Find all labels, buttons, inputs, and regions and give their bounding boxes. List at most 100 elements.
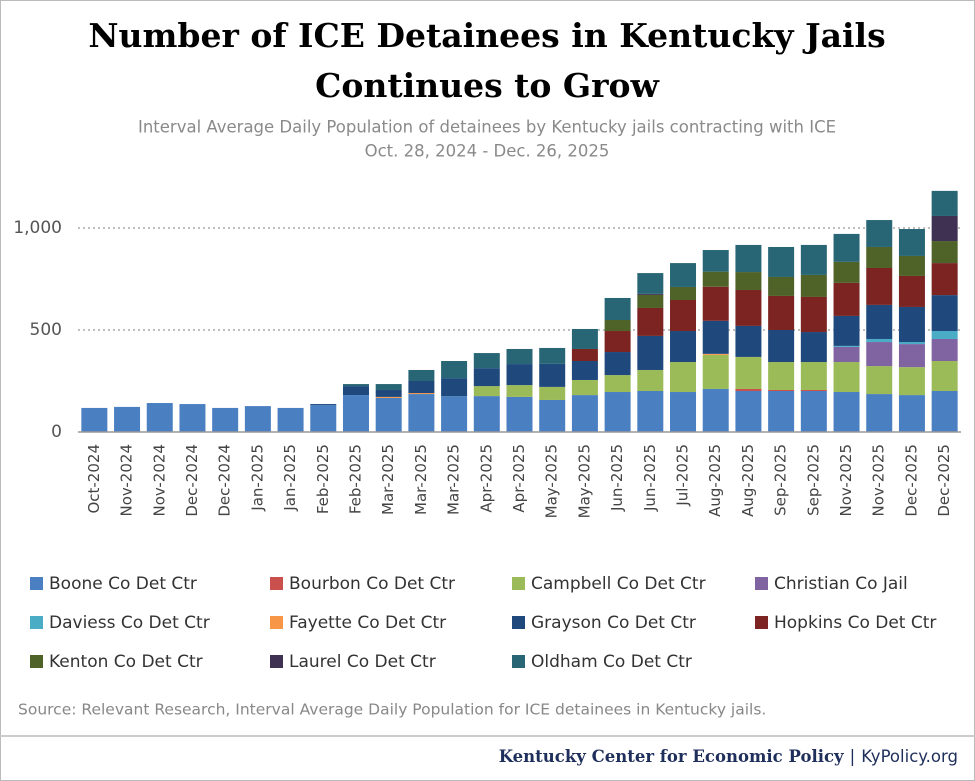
- bar-segment: [833, 282, 860, 316]
- chart-title: Continues to Grow: [315, 66, 660, 105]
- bar-segment: [898, 229, 925, 256]
- legend-label: Daviess Co Det Ctr: [49, 613, 210, 633]
- bar-segment: [735, 388, 762, 391]
- bar-segment: [768, 362, 795, 390]
- bar-segment: [833, 261, 860, 283]
- bar-segment: [898, 344, 925, 368]
- legend-swatch: [512, 577, 525, 590]
- bar-segment: [408, 394, 435, 432]
- bar-segment: [375, 397, 402, 432]
- bar-segment: [571, 395, 598, 432]
- legend-label: Hopkins Co Det Ctr: [774, 613, 936, 633]
- bar-segment: [114, 406, 141, 432]
- bar-segment: [604, 331, 631, 353]
- bar-segment: [800, 389, 827, 391]
- bar-segment: [931, 215, 958, 242]
- bar-segment: [277, 407, 304, 432]
- y-tick-label: 1,000: [13, 218, 62, 238]
- x-tick-label: Oct-2024: [85, 444, 103, 514]
- legend-swatch: [755, 577, 768, 590]
- legend-label: Bourbon Co Det Ctr: [289, 574, 455, 594]
- bar-segment: [244, 406, 271, 432]
- x-tick-label: Apr-2025: [477, 444, 495, 513]
- x-tick-label: Jun-2025: [608, 444, 626, 512]
- x-tick-label: Feb-2025: [346, 444, 364, 514]
- x-tick-label: Dec-2025: [935, 444, 953, 517]
- bar-segment: [212, 407, 239, 432]
- bar-segment: [931, 241, 958, 264]
- bar-segment: [146, 403, 173, 432]
- bar-segment: [310, 404, 337, 406]
- bar-segment: [866, 342, 893, 367]
- bar-segment: [702, 250, 729, 272]
- bar-segment: [800, 274, 827, 297]
- legend-swatch: [30, 577, 43, 590]
- bar-segment: [833, 315, 860, 346]
- legend-label: Grayson Co Det Ctr: [531, 613, 696, 633]
- legend-label: Boone Co Det Ctr: [49, 574, 197, 594]
- bar-segment: [670, 331, 697, 363]
- bar-segment: [408, 393, 435, 395]
- bar-segment: [898, 255, 925, 276]
- x-tick-label: Nov-2024: [150, 444, 168, 516]
- bar-segment: [670, 263, 697, 287]
- legend-swatch: [270, 655, 283, 668]
- chart-title: Number of ICE Detainees in Kentucky Jail…: [88, 16, 885, 55]
- bar-segment: [800, 362, 827, 390]
- bar-segment: [539, 399, 566, 432]
- bar-segment: [408, 369, 435, 381]
- bar-segment: [539, 363, 566, 387]
- x-tick-label: Nov-2024: [118, 444, 136, 516]
- subtitle: Oct. 28, 2024 - Dec. 26, 2025: [365, 142, 610, 161]
- bar-segment: [735, 356, 762, 389]
- x-tick-label: Nov-2025: [837, 444, 855, 516]
- bar-segment: [702, 388, 729, 432]
- x-tick-label: Dec-2025: [902, 444, 920, 517]
- bar-segment: [604, 297, 631, 321]
- bar-segment: [375, 384, 402, 390]
- bar-segment: [768, 246, 795, 277]
- x-tick-label: Jun-2025: [641, 444, 659, 512]
- x-tick-label: Jul-2025: [674, 444, 692, 507]
- bar-segment: [866, 394, 893, 432]
- bar-segment: [931, 338, 958, 362]
- bar-segment: [604, 392, 631, 432]
- bar-segment: [833, 392, 860, 432]
- bar-segment: [800, 296, 827, 333]
- bar-segment: [800, 244, 827, 275]
- legend-label: Laurel Co Det Ctr: [289, 652, 436, 672]
- legend-label: Campbell Co Det Ctr: [531, 574, 706, 594]
- bar-segment: [866, 366, 893, 395]
- x-tick-label: Jan-2025: [248, 444, 266, 512]
- x-tick-label: Dec-2024: [183, 444, 201, 517]
- footer-site: KyPolicy.org: [861, 747, 958, 766]
- bar-segment: [342, 384, 369, 387]
- legend-swatch: [270, 616, 283, 629]
- bar-segment: [768, 389, 795, 391]
- bar-segment: [931, 361, 958, 391]
- bar-segment: [768, 295, 795, 330]
- legend-label: Oldham Co Det Ctr: [531, 652, 692, 672]
- bar-segment: [670, 362, 697, 393]
- bar-segment: [571, 348, 598, 362]
- bar-segment: [866, 338, 893, 343]
- bar-segment: [768, 330, 795, 363]
- x-tick-label: Sep-2025: [772, 444, 790, 516]
- bar-segment: [637, 273, 664, 294]
- bar-segment: [375, 389, 402, 397]
- bar-segment: [375, 396, 402, 398]
- x-tick-label: Aug-2025: [706, 444, 724, 517]
- bar-segment: [637, 369, 664, 391]
- bar-segment: [408, 381, 435, 394]
- x-tick-label: Mar-2025: [412, 444, 430, 515]
- bar-segment: [342, 395, 369, 432]
- x-tick-label: Mar-2025: [445, 444, 463, 515]
- bar-segment: [637, 335, 664, 370]
- bar-segment: [539, 347, 566, 364]
- footer-org: Kentucky Center for Economic Policy: [499, 747, 844, 766]
- legend-label: Fayette Co Det Ctr: [289, 613, 446, 633]
- bar-segment: [800, 390, 827, 432]
- bar-segment: [735, 290, 762, 326]
- bar-segment: [866, 304, 893, 339]
- bar-segment: [866, 267, 893, 305]
